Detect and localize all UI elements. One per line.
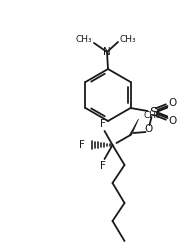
Text: O: O (168, 98, 177, 108)
Text: F: F (100, 119, 105, 129)
Polygon shape (130, 119, 139, 135)
Text: S: S (149, 106, 158, 119)
Text: CH₃: CH₃ (75, 35, 92, 45)
Text: CH₃: CH₃ (144, 110, 160, 120)
Text: CH₃: CH₃ (120, 34, 137, 44)
Text: N: N (103, 47, 111, 57)
Text: F: F (79, 140, 84, 150)
Text: F: F (100, 161, 105, 171)
Text: O: O (144, 124, 153, 134)
Text: O: O (168, 116, 177, 126)
